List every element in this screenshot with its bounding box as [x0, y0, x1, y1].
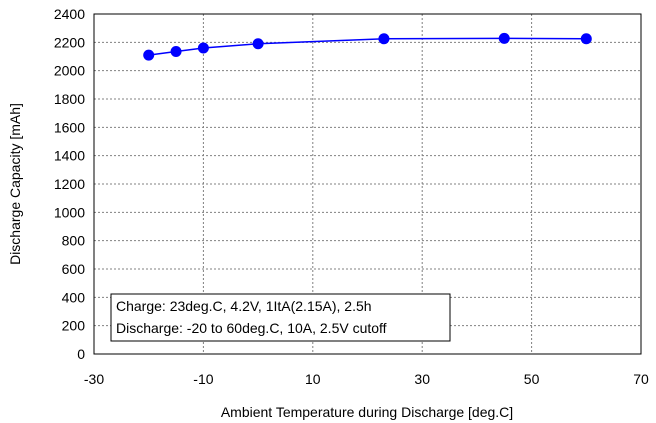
- y-tick-labels: 0 200 400 600 800 1000 1200 1400 1600 1800 2000 220…: [54, 6, 85, 362]
- x-axis-title: Ambient Temperature during Discharge [de…: [221, 404, 513, 420]
- y-tick-label: 1000: [54, 204, 85, 220]
- y-tick-label: 2000: [54, 63, 85, 79]
- series-layer: [143, 32, 592, 61]
- data-point: [197, 42, 209, 54]
- plot-area-frame: [93, 13, 642, 355]
- y-axis-title: Discharge Capacity [mAh]: [7, 103, 23, 265]
- y-tick-label: 1400: [54, 148, 85, 164]
- annotation-discharge: Discharge: -20 to 60deg.C, 10A, 2.5V cut…: [116, 320, 387, 336]
- data-point: [252, 38, 264, 50]
- y-tick-label: 2400: [54, 6, 85, 22]
- y-tick-label: 400: [62, 289, 86, 305]
- x-tick-label: 70: [633, 371, 649, 387]
- series-line: [148, 37, 587, 56]
- y-tick-label: 1800: [54, 91, 85, 107]
- y-tick-label: 800: [62, 233, 86, 249]
- y-tick-label: 0: [77, 346, 85, 362]
- grid-lines: [94, 14, 641, 354]
- y-tick-label: 200: [62, 318, 86, 334]
- x-tick-label: -10: [193, 371, 213, 387]
- y-tick-label: 1600: [54, 119, 85, 135]
- x-tick-label: 50: [524, 371, 540, 387]
- x-tick-label: 30: [414, 371, 430, 387]
- y-tick-label: 1200: [54, 176, 85, 192]
- data-point: [170, 46, 182, 58]
- data-point: [580, 33, 592, 45]
- y-tick-label: 2200: [54, 34, 85, 50]
- x-tick-label: 10: [305, 371, 321, 387]
- annotation-box: Charge: 23deg.C, 4.2V, 1ItA(2.15A), 2.5h…: [110, 293, 451, 342]
- data-point: [143, 49, 155, 61]
- x-tick-labels: -30 -10 10 30 50 70: [84, 371, 649, 387]
- data-point: [498, 32, 510, 44]
- annotation-charge: Charge: 23deg.C, 4.2V, 1ItA(2.15A), 2.5h: [116, 298, 372, 314]
- y-tick-label: 600: [62, 261, 86, 277]
- x-tick-label: -30: [84, 371, 104, 387]
- data-point: [378, 33, 390, 45]
